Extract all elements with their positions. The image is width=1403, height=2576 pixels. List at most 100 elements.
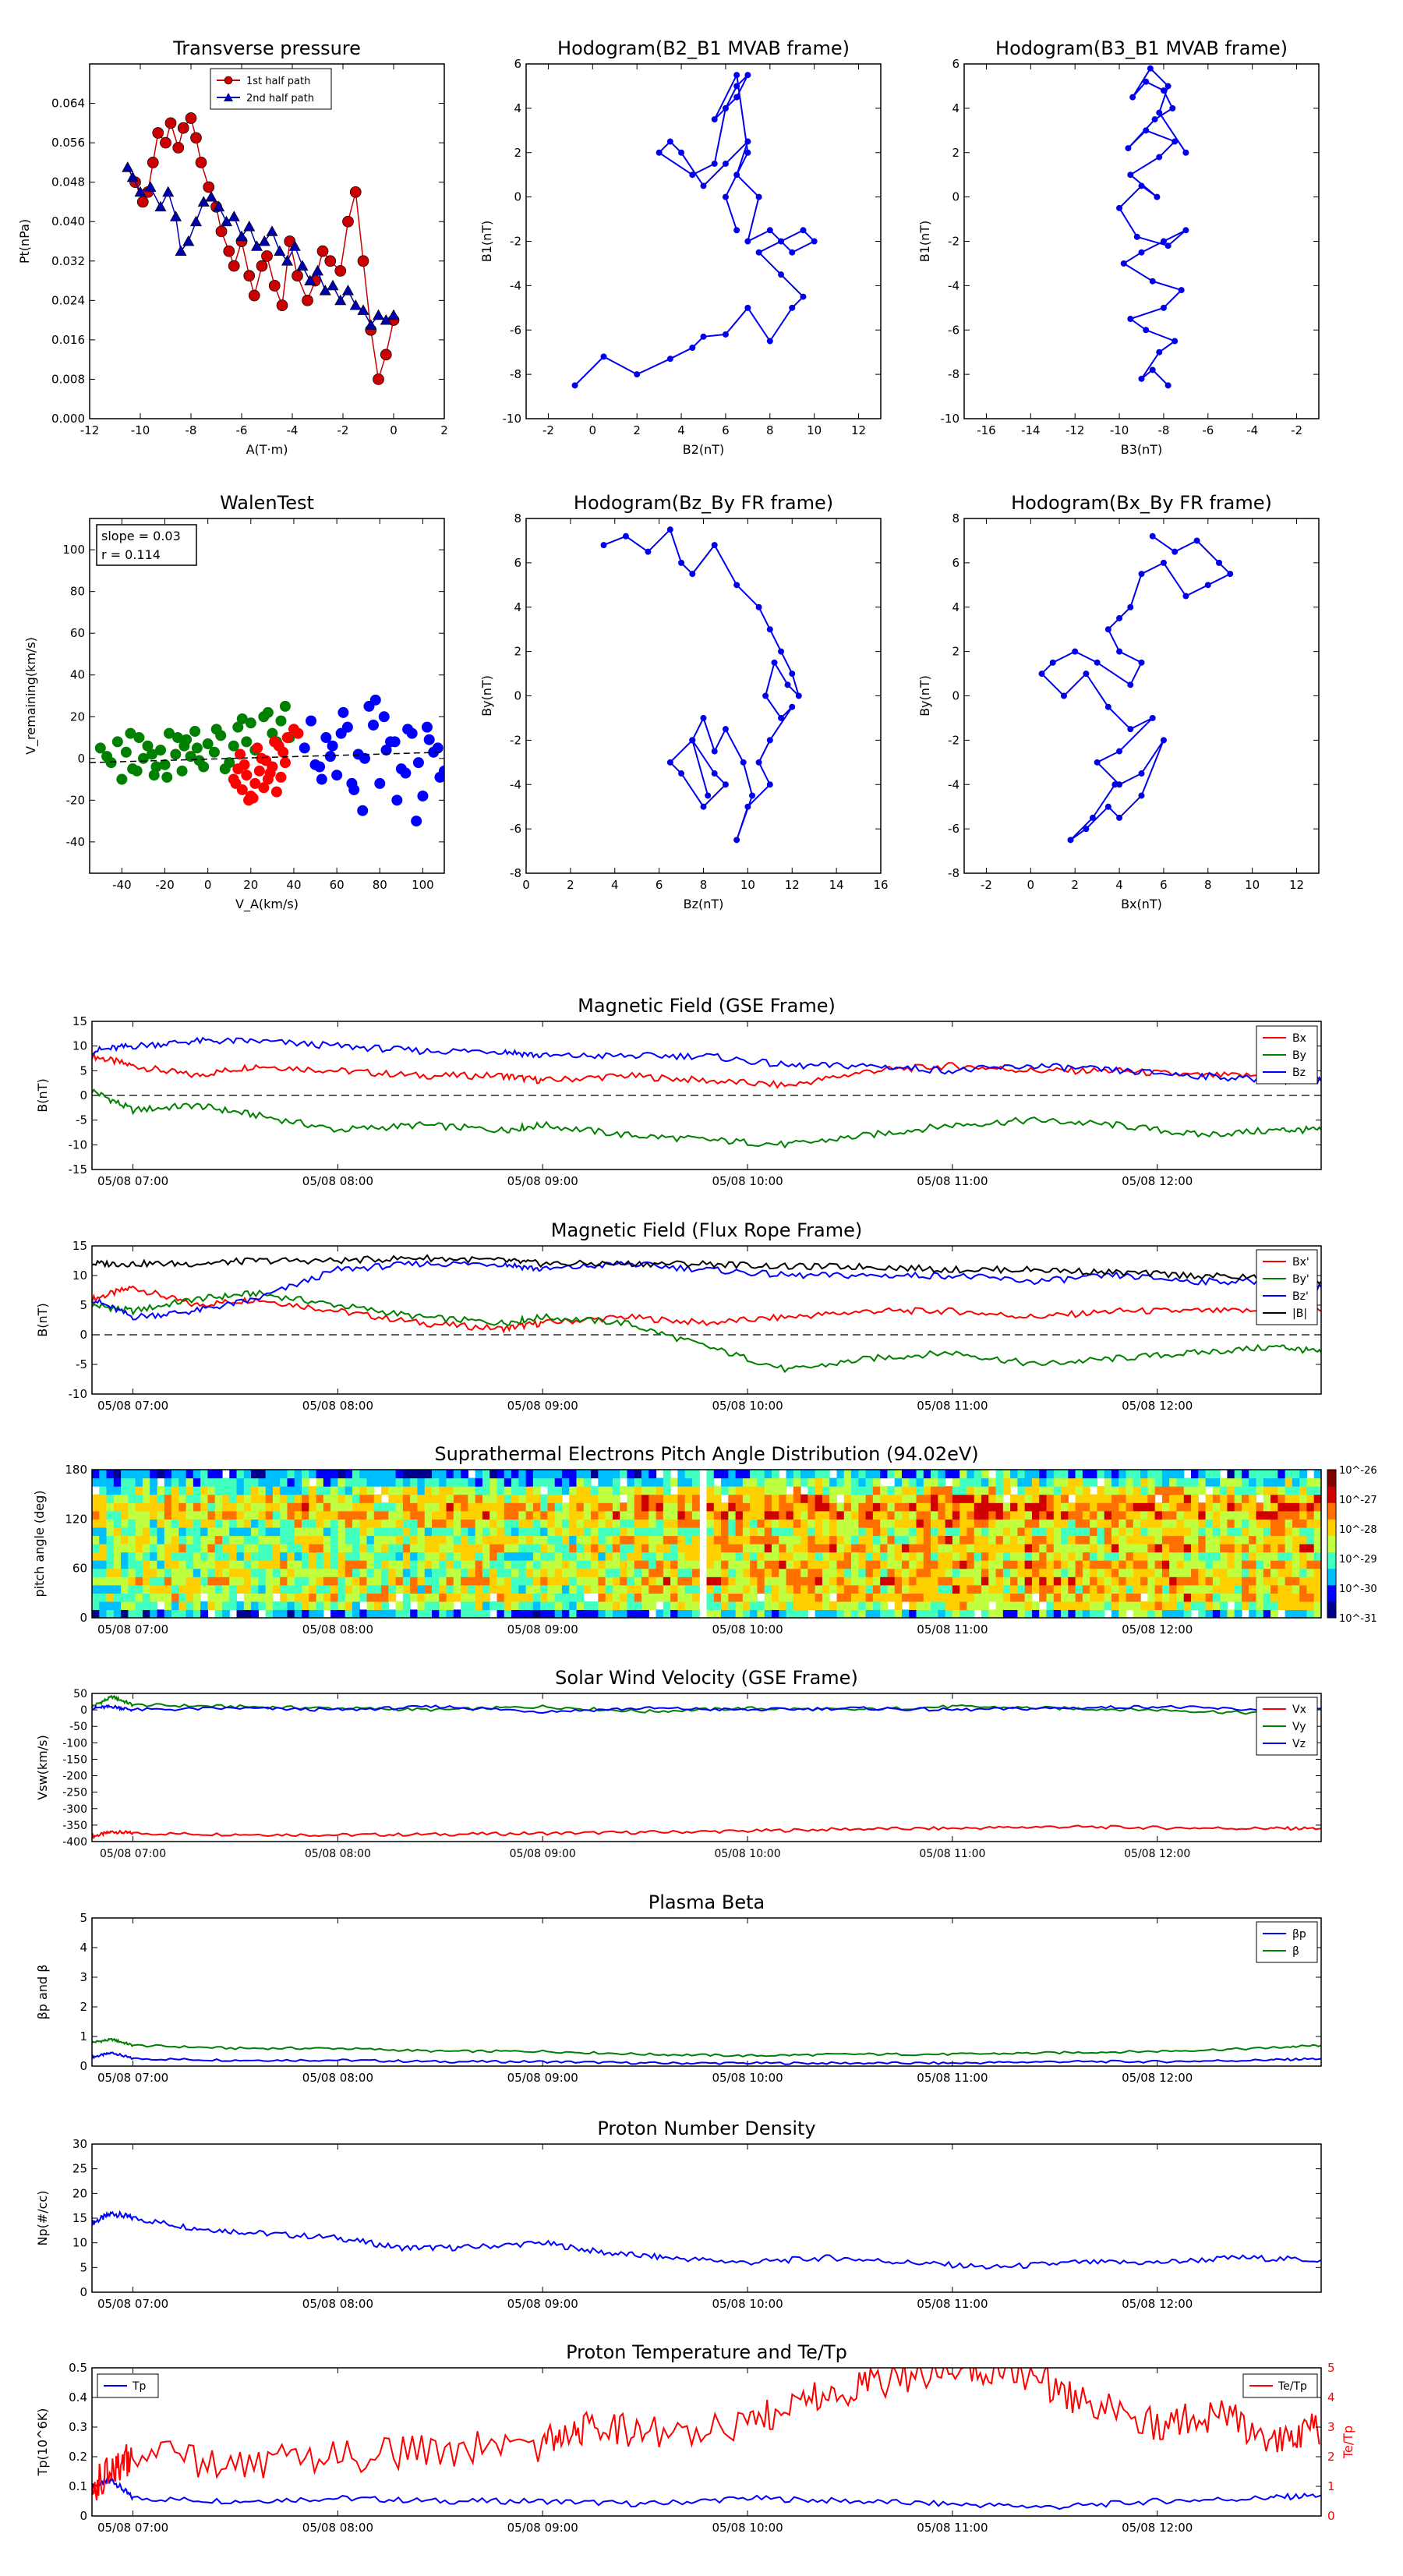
y2-axis-label: Te/Tp (1341, 2426, 1355, 2459)
x-tick-label: 05/08 10:00 (712, 2071, 783, 2085)
y-tick-label: 3 (80, 1970, 87, 1984)
heatmap-cell (641, 1477, 649, 1487)
heatmap-cell (1075, 1535, 1083, 1545)
heatmap-cell (200, 1560, 209, 1569)
hodogram-point (1147, 65, 1154, 72)
heatmap-cell (186, 1560, 194, 1569)
heatmap-cell (497, 1486, 505, 1495)
heatmap-cell (171, 1609, 179, 1618)
heatmap-cell (1111, 1544, 1119, 1553)
heatmap-cell (113, 1552, 122, 1561)
heatmap-cell (1061, 1593, 1069, 1602)
y-tick-label: 10 (72, 2236, 87, 2250)
heatmap-cell (388, 1560, 397, 1569)
heatmap-cell (439, 1494, 447, 1503)
heatmap-cell (1061, 1470, 1069, 1479)
y-tick-label: 0 (514, 689, 521, 703)
heatmap-cell (988, 1527, 997, 1537)
heatmap-cell (121, 1601, 129, 1611)
walen-point-2 (359, 752, 370, 764)
heatmap-cell (670, 1494, 678, 1503)
x-tick-label: -2 (542, 423, 554, 437)
heatmap-cell (923, 1510, 931, 1520)
heatmap-cell (1183, 1502, 1192, 1512)
heatmap-cell (1198, 1552, 1207, 1561)
heatmap-cell (1053, 1601, 1062, 1611)
data-point-2nd-half (288, 240, 301, 251)
heatmap-cell (757, 1477, 765, 1487)
heatmap-cell (272, 1477, 281, 1487)
y-tick-label: 50 (73, 1688, 87, 1700)
heatmap-cell (901, 1527, 910, 1537)
heatmap-cell (569, 1510, 578, 1520)
heatmap-cell (1126, 1486, 1134, 1495)
heatmap-cell (554, 1544, 563, 1553)
heatmap-cell (497, 1527, 505, 1537)
heatmap-cell (121, 1527, 129, 1537)
heatmap-cell (677, 1510, 686, 1520)
colorbar-segment (1327, 1601, 1336, 1619)
heatmap-cell (157, 1527, 165, 1537)
heatmap-cell (576, 1470, 585, 1479)
heatmap-cell (345, 1601, 353, 1611)
heatmap-cell (843, 1527, 852, 1537)
heatmap-cell (439, 1552, 447, 1561)
heatmap-cell (518, 1470, 527, 1479)
y-tick-label: 100 (62, 543, 85, 557)
heatmap-cell (742, 1510, 751, 1520)
heatmap-cell (221, 1527, 230, 1537)
heatmap-cell (468, 1535, 476, 1545)
y-tick-label: 2 (514, 146, 521, 160)
heatmap-cell (113, 1593, 122, 1602)
heatmap-cell (504, 1544, 512, 1553)
heatmap-cell (1299, 1609, 1308, 1618)
x-tick-label: 8 (1204, 878, 1212, 892)
heatmap-cell (1133, 1535, 1141, 1545)
heatmap-cell (793, 1470, 801, 1479)
heatmap-cell (677, 1470, 686, 1479)
heatmap-cell (221, 1576, 230, 1586)
heatmap-cell (612, 1527, 620, 1537)
series-line- (92, 2037, 1321, 2058)
heatmap-cell (684, 1552, 693, 1561)
heatmap-cell (150, 1510, 158, 1520)
hodogram-point (766, 737, 773, 744)
heatmap-cell (909, 1470, 917, 1479)
heatmap-cell (1053, 1486, 1062, 1495)
heatmap-cell (1053, 1535, 1062, 1545)
heatmap-cell (598, 1560, 606, 1569)
data-point-2nd-half (154, 200, 167, 212)
heatmap-cell (952, 1584, 960, 1594)
heatmap-cell (612, 1560, 620, 1569)
heatmap-cell (352, 1510, 360, 1520)
hodogram-point (1149, 714, 1156, 721)
heatmap-cell (431, 1593, 440, 1602)
heatmap-cell (764, 1470, 772, 1479)
plot-frame (91, 1021, 1322, 1170)
heatmap-cell (634, 1510, 642, 1520)
heatmap-cell (92, 1470, 100, 1479)
heatmap-cell (945, 1576, 953, 1586)
heatmap-cell (511, 1470, 519, 1479)
heatmap-cell (525, 1527, 534, 1537)
heatmap-cell (113, 1510, 122, 1520)
heatmap-cell (525, 1502, 534, 1512)
heatmap-cell (221, 1510, 230, 1520)
heatmap-cell (713, 1609, 722, 1618)
heatmap-cell (1299, 1535, 1308, 1545)
y-tick-label: -6 (948, 323, 959, 337)
x-tick-label: -12 (1066, 423, 1085, 437)
heatmap-cell (1292, 1527, 1300, 1537)
heatmap-cell (779, 1584, 787, 1594)
heatmap-cell (1119, 1576, 1127, 1586)
heatmap-cell (1306, 1593, 1315, 1602)
heatmap-cell (229, 1552, 238, 1561)
y-tick-label: 180 (65, 1463, 87, 1477)
heatmap-cell (1133, 1494, 1141, 1503)
data-point-1st-half (136, 196, 149, 208)
walen-point-0 (193, 755, 205, 766)
plot-frame (91, 2143, 1322, 2293)
heatmap-cell (1039, 1535, 1048, 1545)
heatmap-cell (366, 1477, 375, 1487)
heatmap-cell (865, 1510, 874, 1520)
